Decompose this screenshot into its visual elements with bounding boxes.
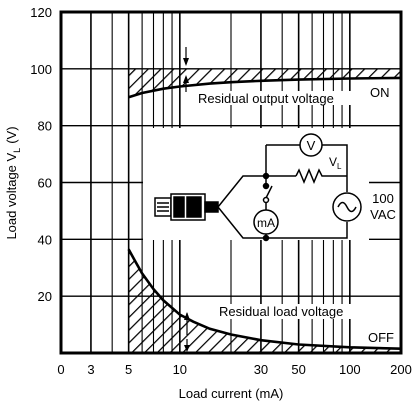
y-tick-label: 20: [38, 289, 52, 304]
y-axis-title-main: Load voltage V: [4, 152, 19, 239]
y-axis-title-unit: (V): [4, 126, 19, 143]
leader-arrows: [183, 47, 190, 352]
ammeter-icon: [253, 209, 279, 235]
ammeter-label: mA: [257, 216, 275, 230]
annotation-off-backdrop: [215, 304, 371, 319]
y-tick-label: 40: [38, 232, 52, 247]
x-tick-label: 5: [125, 362, 132, 377]
annotation-on-backdrop: [194, 91, 364, 105]
y-tick-label: 60: [38, 176, 52, 191]
plot-frame: [59, 10, 403, 355]
x-tick-label: 100: [339, 362, 361, 377]
y-tick-label: 80: [38, 119, 52, 134]
annotations: Residual output voltage ON Residual load…: [194, 85, 400, 345]
y-tick-labels: 20 40 60 80 100 120: [30, 5, 52, 304]
curves: [127, 76, 402, 350]
x-tick-label: 50: [291, 362, 305, 377]
circuit-diagram: [154, 133, 362, 242]
x-tick-label: 3: [87, 362, 94, 377]
sensor-icon: [154, 193, 219, 221]
x-tick-labels: 0 3 5 10 30 50 100 200: [57, 362, 411, 377]
annotation-off-label-backdrop: [364, 330, 400, 345]
annotation-off: OFF: [368, 330, 394, 345]
annotation-residual-output-voltage: Residual output voltage: [198, 91, 334, 106]
x-tick-label: 200: [390, 362, 412, 377]
x-tick-label: 30: [254, 362, 268, 377]
voltmeter-label: V: [307, 138, 316, 153]
x-tick-label: 0: [57, 362, 64, 377]
switch-icon: [262, 182, 273, 204]
load-resistor-icon: [295, 168, 325, 184]
residual-load-voltage-region: [128, 249, 401, 353]
circuit-labels: V mA VL 100 VAC: [257, 138, 396, 230]
y-axis-title: Load voltage VL (V): [4, 126, 22, 239]
load-voltage-label-subscript: L: [337, 162, 342, 171]
y-tick-label: 120: [30, 5, 52, 20]
load-voltage-label-main: V: [329, 155, 337, 169]
x-tick-label: 10: [173, 362, 187, 377]
source-value-label: 100: [372, 191, 394, 206]
source-unit-label: VAC: [370, 207, 396, 222]
annotation-on: ON: [370, 85, 390, 100]
load-voltage-label: VL: [329, 155, 342, 171]
voltmeter-icon: [299, 133, 323, 157]
series-off-line: [127, 248, 402, 350]
annotation-residual-load-voltage: Residual load voltage: [219, 304, 343, 319]
y-tick-label: 100: [30, 62, 52, 77]
y-axis-title-subscript: L: [12, 148, 22, 153]
series-on-line: [128, 76, 402, 99]
x-axis-title: Load current (mA): [179, 386, 284, 401]
